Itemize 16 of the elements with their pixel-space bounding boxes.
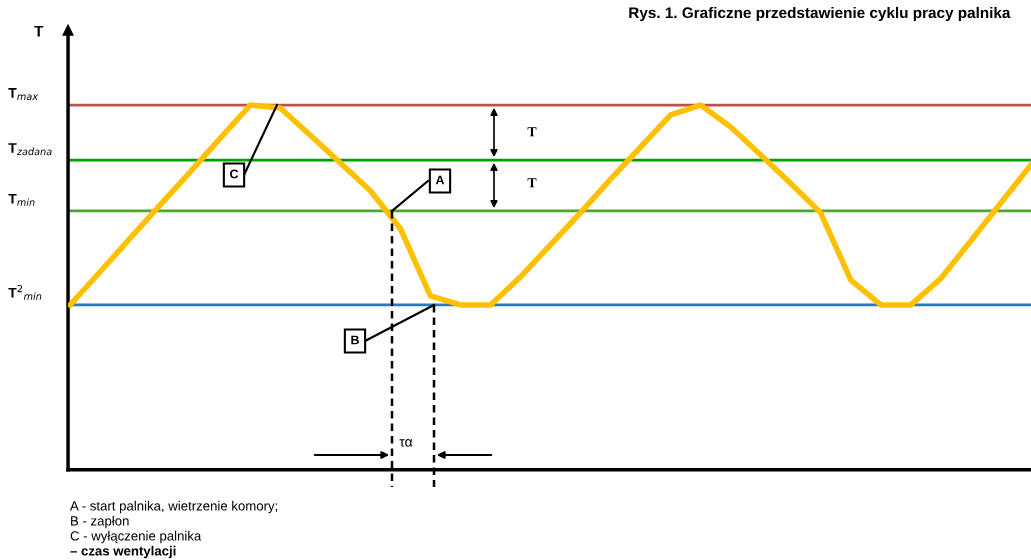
ref-line-label: T$_{max}$: [8, 88, 39, 101]
annotation: T: [527, 178, 537, 188]
text: C - wyłączenie palnika: [70, 530, 202, 544]
annotation: C: [230, 169, 239, 179]
chart-title: Rys. 1. Graficzne przedstawienie cyklu pracy palnika: [629, 6, 1011, 22]
text: B - zapłon: [71, 515, 129, 529]
ref-line-label: T$_{zadana}$: [8, 143, 52, 156]
text: A - start palnika, wietrzenie komory;: [70, 500, 278, 514]
annotation: T: [527, 127, 537, 137]
annotation: A: [435, 175, 445, 185]
y-axis-title: T: [34, 25, 44, 37]
annotation: B: [351, 335, 359, 345]
ref-line-label: T$^{2}$$_{min}$: [8, 284, 42, 300]
annotation: τα: [399, 439, 413, 447]
ref-line-label: T$_{min}$: [8, 193, 35, 206]
text: – czas wentylacji: [70, 545, 176, 559]
